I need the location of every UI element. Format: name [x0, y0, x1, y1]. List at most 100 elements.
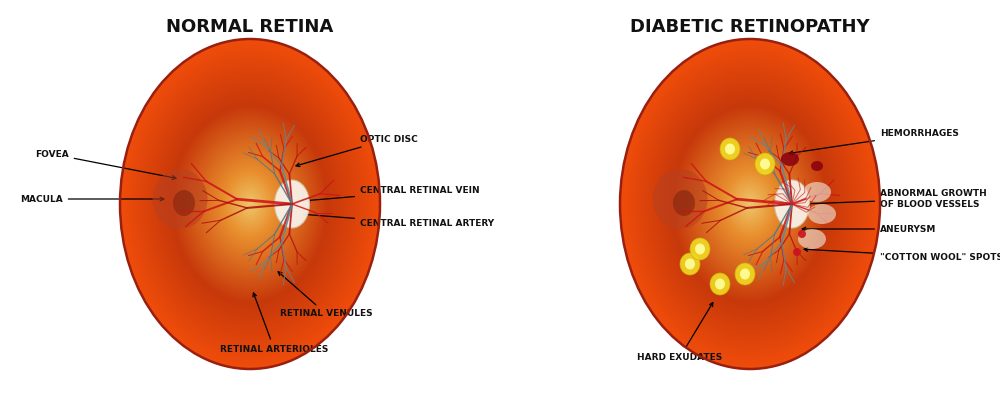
Ellipse shape — [171, 104, 329, 304]
Ellipse shape — [231, 180, 269, 228]
Ellipse shape — [736, 186, 764, 222]
Ellipse shape — [167, 99, 333, 310]
Ellipse shape — [214, 159, 286, 249]
Text: RETINAL VENULES: RETINAL VENULES — [278, 272, 373, 319]
Ellipse shape — [739, 190, 761, 218]
Ellipse shape — [654, 83, 846, 325]
Ellipse shape — [749, 203, 751, 205]
Ellipse shape — [699, 139, 801, 269]
Ellipse shape — [665, 96, 835, 312]
Ellipse shape — [138, 61, 362, 347]
Ellipse shape — [248, 202, 252, 207]
Ellipse shape — [725, 144, 735, 155]
Ellipse shape — [149, 75, 351, 333]
Ellipse shape — [738, 189, 762, 219]
Ellipse shape — [193, 132, 307, 276]
Ellipse shape — [208, 151, 292, 258]
Ellipse shape — [630, 52, 870, 356]
Ellipse shape — [706, 149, 794, 259]
Ellipse shape — [139, 63, 361, 345]
Ellipse shape — [200, 140, 300, 267]
Ellipse shape — [735, 185, 765, 223]
Ellipse shape — [632, 55, 868, 353]
Ellipse shape — [132, 55, 368, 353]
Ellipse shape — [634, 57, 866, 351]
Ellipse shape — [734, 183, 766, 225]
Ellipse shape — [212, 155, 288, 253]
Ellipse shape — [152, 80, 348, 328]
Ellipse shape — [206, 149, 294, 259]
Ellipse shape — [675, 109, 825, 299]
Ellipse shape — [684, 121, 816, 288]
Ellipse shape — [653, 81, 847, 327]
Ellipse shape — [274, 180, 310, 228]
Ellipse shape — [169, 102, 331, 306]
Ellipse shape — [747, 201, 753, 207]
Ellipse shape — [743, 195, 757, 213]
Ellipse shape — [148, 74, 352, 333]
Ellipse shape — [673, 106, 827, 302]
Ellipse shape — [658, 88, 842, 320]
Ellipse shape — [165, 96, 335, 312]
Ellipse shape — [162, 92, 338, 315]
Text: ABNORMAL GROWTH
OF BLOOD VESSELS: ABNORMAL GROWTH OF BLOOD VESSELS — [806, 189, 987, 209]
Ellipse shape — [638, 62, 862, 346]
Ellipse shape — [247, 200, 253, 208]
Ellipse shape — [128, 50, 372, 358]
Ellipse shape — [719, 164, 781, 244]
Ellipse shape — [718, 163, 782, 245]
Ellipse shape — [132, 54, 368, 354]
Ellipse shape — [688, 126, 812, 282]
Ellipse shape — [695, 134, 805, 274]
Ellipse shape — [720, 166, 780, 242]
Ellipse shape — [688, 125, 812, 283]
Ellipse shape — [632, 54, 868, 354]
Ellipse shape — [641, 65, 859, 343]
Ellipse shape — [230, 179, 270, 229]
Ellipse shape — [170, 103, 330, 306]
Ellipse shape — [749, 202, 751, 206]
Ellipse shape — [721, 168, 779, 240]
Ellipse shape — [717, 162, 783, 246]
Ellipse shape — [163, 93, 337, 315]
Ellipse shape — [623, 42, 877, 366]
Ellipse shape — [180, 115, 320, 293]
Ellipse shape — [149, 76, 351, 332]
Ellipse shape — [642, 67, 858, 341]
Ellipse shape — [644, 70, 856, 339]
Ellipse shape — [192, 130, 308, 277]
Ellipse shape — [628, 49, 872, 359]
Ellipse shape — [714, 159, 786, 249]
Ellipse shape — [740, 191, 760, 217]
Ellipse shape — [172, 105, 328, 303]
Text: OPTIC DISC: OPTIC DISC — [296, 135, 418, 166]
Ellipse shape — [128, 49, 372, 359]
Ellipse shape — [693, 132, 807, 276]
Ellipse shape — [201, 142, 299, 266]
Ellipse shape — [710, 273, 730, 295]
Ellipse shape — [716, 161, 784, 247]
Ellipse shape — [197, 137, 303, 271]
Ellipse shape — [671, 103, 829, 305]
Ellipse shape — [793, 248, 801, 256]
Ellipse shape — [740, 268, 750, 279]
Ellipse shape — [707, 150, 793, 258]
Ellipse shape — [678, 112, 822, 296]
Ellipse shape — [218, 163, 283, 245]
Ellipse shape — [695, 243, 705, 254]
Ellipse shape — [185, 121, 315, 286]
Ellipse shape — [703, 145, 797, 263]
Ellipse shape — [718, 164, 782, 245]
Ellipse shape — [655, 83, 845, 324]
Ellipse shape — [210, 154, 290, 254]
Ellipse shape — [634, 56, 866, 352]
Ellipse shape — [714, 158, 786, 250]
Ellipse shape — [224, 171, 276, 237]
Ellipse shape — [686, 123, 814, 285]
Ellipse shape — [693, 131, 807, 276]
Ellipse shape — [727, 174, 773, 234]
Ellipse shape — [652, 169, 708, 229]
Ellipse shape — [156, 84, 344, 324]
Ellipse shape — [690, 128, 810, 280]
Ellipse shape — [708, 151, 792, 258]
